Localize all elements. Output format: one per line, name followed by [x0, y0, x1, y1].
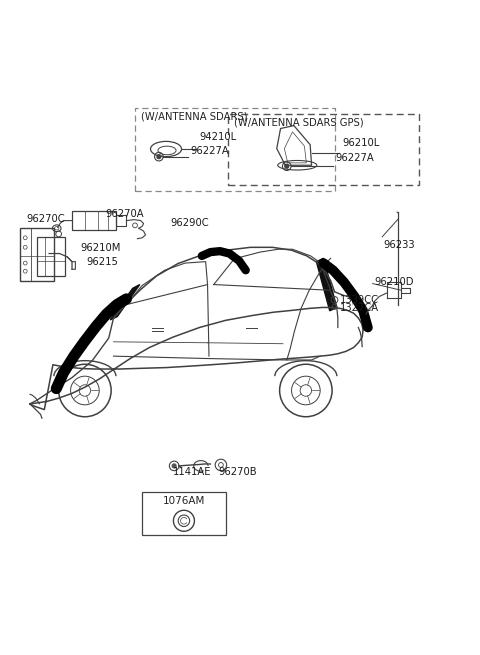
Text: 96210M: 96210M [80, 243, 120, 253]
Text: 96270C: 96270C [26, 214, 65, 224]
Text: 96270B: 96270B [218, 467, 257, 477]
Text: 96227A: 96227A [336, 153, 374, 163]
Text: (W/ANTENNA SDARS GPS): (W/ANTENNA SDARS GPS) [234, 117, 363, 128]
Text: (W/ANTENNA SDARS): (W/ANTENNA SDARS) [141, 112, 247, 122]
Text: 96227A: 96227A [190, 146, 228, 156]
Bar [20, 228, 54, 281]
Circle shape [172, 464, 176, 468]
Bar [228, 114, 419, 185]
Text: 1327CA: 1327CA [340, 303, 379, 313]
Bar [142, 492, 226, 535]
Bar [72, 211, 116, 230]
Text: 1339CC: 1339CC [340, 295, 379, 305]
Text: 1141AE: 1141AE [173, 467, 212, 477]
Text: 96270A: 96270A [106, 209, 144, 219]
Text: 94210L: 94210L [199, 132, 237, 141]
Bar [116, 215, 126, 227]
Circle shape [285, 164, 288, 168]
Text: 96210L: 96210L [343, 138, 380, 148]
Text: 96233: 96233 [383, 240, 415, 250]
Text: 96290C: 96290C [171, 219, 209, 229]
Bar [135, 108, 336, 191]
Text: 96215: 96215 [86, 257, 118, 267]
Text: 1076AM: 1076AM [163, 496, 205, 506]
Bar [37, 237, 65, 276]
Polygon shape [110, 284, 140, 320]
Polygon shape [316, 258, 337, 310]
Circle shape [157, 155, 161, 159]
Text: 96210D: 96210D [374, 277, 414, 287]
Circle shape [365, 315, 367, 317]
